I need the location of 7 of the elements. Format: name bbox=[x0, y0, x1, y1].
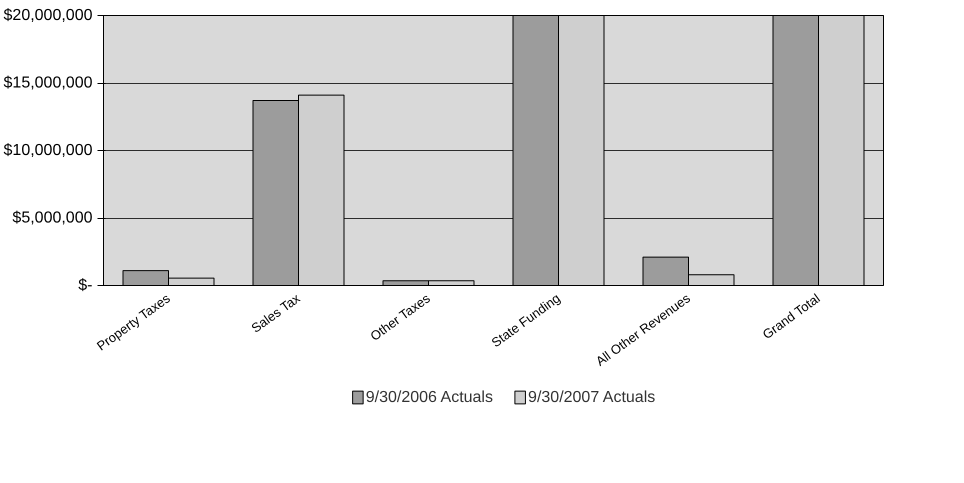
legend-label: 9/30/2007 Actuals bbox=[528, 389, 656, 406]
y-tick-label: $15,000,000 bbox=[4, 74, 93, 92]
y-tick-label: $10,000,000 bbox=[4, 142, 93, 159]
legend-label: 9/30/2006 Actuals bbox=[366, 389, 493, 406]
y-tick-label: $- bbox=[78, 277, 93, 294]
y-tick-label: $5,000,000 bbox=[12, 210, 93, 226]
y-tick-label: $20,000,000 bbox=[4, 7, 93, 24]
